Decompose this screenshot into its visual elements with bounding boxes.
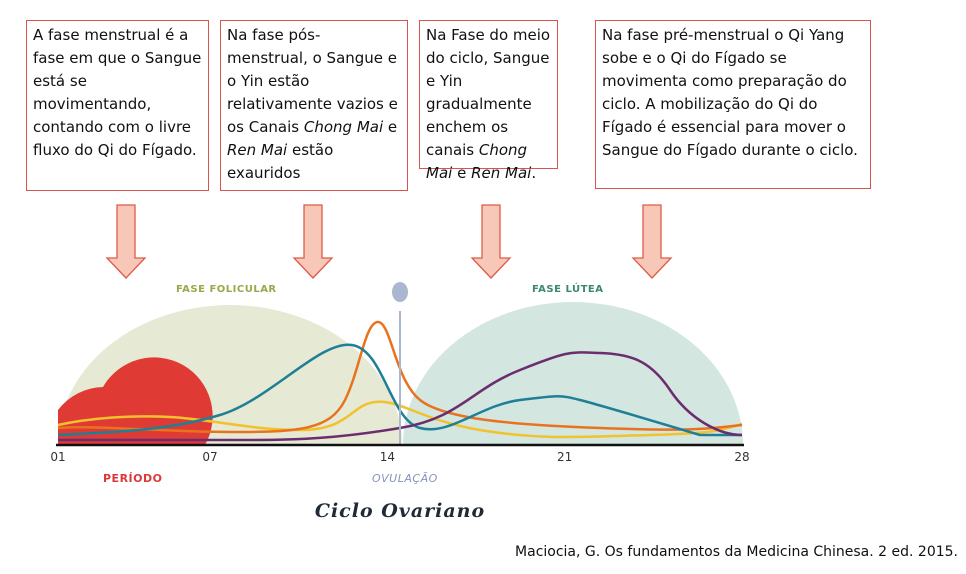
box-text: Ren Mai — [227, 141, 288, 159]
box-text: Ren Mai — [471, 164, 532, 182]
curve-teal — [57, 343, 742, 437]
citation: Maciocia, G. Os fundamentos da Medicina … — [515, 544, 958, 560]
blood-drop — [200, 405, 206, 411]
box-text: A fase menstrual é a fase em que o Sangu… — [33, 26, 202, 159]
curve-yellow — [57, 400, 743, 439]
box-text: estão exauridos — [227, 141, 334, 182]
luteal-phase-label: FASE LÚTEA — [532, 284, 604, 295]
down-arrow-icon — [105, 204, 147, 279]
x-tick-label: 14 — [379, 450, 395, 464]
follicular-phase-label: FASE FOLICULAR — [176, 284, 277, 295]
down-arrow-icon — [470, 204, 512, 279]
blood-drop — [188, 389, 198, 399]
text-box-menstrual: A fase menstrual é a fase em que o Sangu… — [26, 20, 209, 191]
box-text: e — [383, 118, 398, 136]
down-arrow-icon — [631, 204, 673, 279]
x-tick-label: 07 — [202, 450, 218, 464]
text-box-pre-menstrual: Na fase pré-menstrual o Qi Yang sobe e o… — [595, 20, 871, 189]
curve-purple — [58, 351, 743, 442]
x-tick-label: 21 — [557, 450, 573, 464]
diagram-title: Ciclo Ovariano — [314, 500, 486, 522]
x-tick-label: 28 — [734, 450, 750, 464]
box-text: Na fase pré-menstrual o Qi Yang sobe e o… — [602, 26, 858, 159]
ovum-drop-icon — [392, 282, 408, 302]
ovulation-label: OVULAÇÃO — [372, 472, 438, 485]
box-text: Na Fase do meio do ciclo, Sangue e Yin g… — [426, 26, 551, 159]
text-box-mid-cycle: Na Fase do meio do ciclo, Sangue e Yin g… — [419, 20, 558, 182]
blood-drop — [186, 404, 194, 412]
box-text: . — [531, 164, 537, 182]
box-text: Chong Mai — [303, 118, 384, 136]
text-box-post-menstrual: Na fase pós-menstrual, o Sangue e o Yin … — [220, 20, 408, 191]
curve-orange — [57, 320, 743, 434]
down-arrow-icon — [292, 204, 334, 279]
box-text: Na fase pós-menstrual, o Sangue e o Yin … — [227, 26, 398, 136]
box-text: e — [452, 164, 472, 182]
period-label: PERÍODO — [103, 472, 163, 485]
period-semicircle — [58, 357, 213, 445]
x-tick-label: 01 — [50, 450, 66, 464]
box-text: Chong Mai — [426, 141, 528, 182]
